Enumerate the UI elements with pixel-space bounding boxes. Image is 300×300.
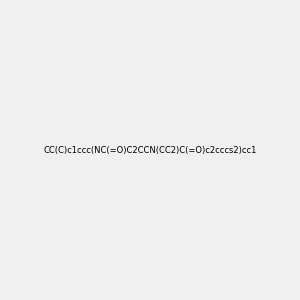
Text: CC(C)c1ccc(NC(=O)C2CCN(CC2)C(=O)c2cccs2)cc1: CC(C)c1ccc(NC(=O)C2CCN(CC2)C(=O)c2cccs2)… xyxy=(43,146,257,154)
